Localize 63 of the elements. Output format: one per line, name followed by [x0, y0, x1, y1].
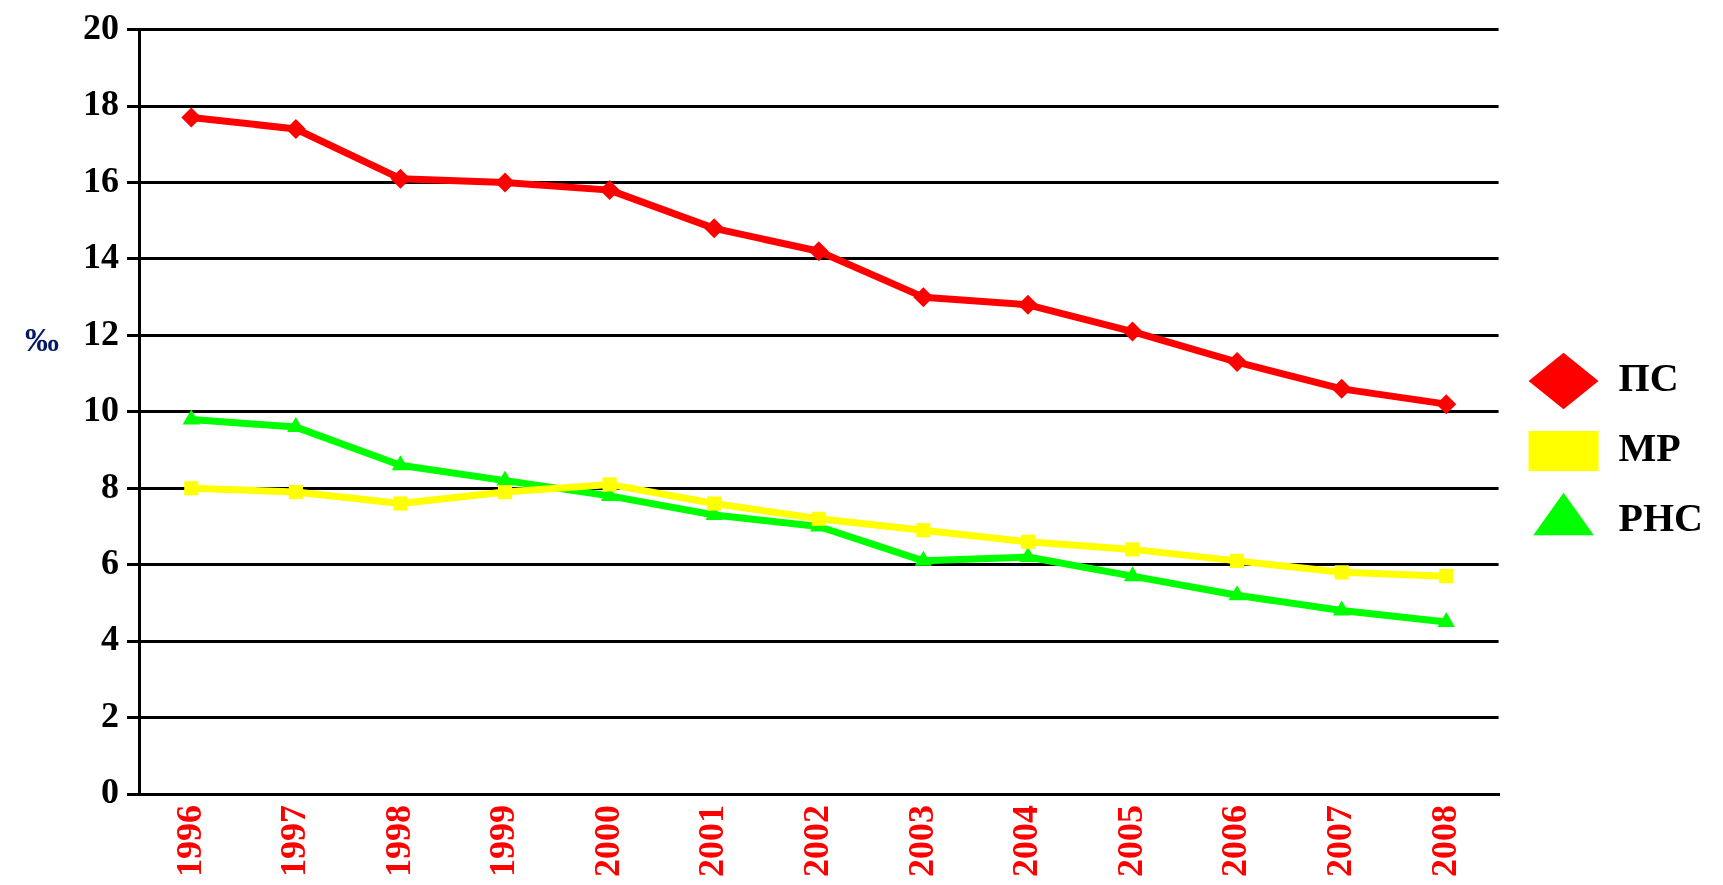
point: [1017, 294, 1038, 315]
y-tick-label: 0: [101, 771, 119, 812]
x-tick-label: 2002: [796, 805, 837, 877]
x-tick-label: 2008: [1423, 805, 1464, 877]
point: [916, 523, 931, 538]
point: [808, 241, 829, 262]
x-tick-label: 2006: [1214, 805, 1255, 877]
x-tick-label: 2001: [691, 805, 732, 877]
point: [1439, 569, 1454, 584]
y-tick-label: 14: [83, 236, 119, 277]
y-tick-label: 12: [83, 312, 119, 353]
y-tick-label: 2: [101, 694, 119, 735]
point: [914, 550, 933, 566]
point: [1123, 566, 1142, 582]
point: [393, 496, 408, 511]
point: [184, 481, 199, 496]
y-tick-label: 20: [83, 6, 119, 47]
point: [285, 118, 306, 139]
point: [1019, 547, 1037, 563]
x-tick-label: 2007: [1318, 805, 1359, 877]
legend-label: РНС: [1618, 495, 1703, 541]
point: [181, 107, 202, 128]
point: [1125, 542, 1140, 557]
legend-label: МР: [1618, 425, 1681, 471]
point: [1333, 600, 1351, 616]
legend-label: ПС: [1618, 355, 1679, 401]
point: [1228, 585, 1246, 601]
point: [288, 484, 303, 500]
point: [599, 180, 620, 201]
y-tick-label: 8: [101, 465, 119, 506]
y-tick-label: 4: [101, 618, 119, 659]
point: [495, 172, 516, 193]
point: [707, 496, 722, 511]
y-tick-label: 18: [83, 83, 119, 124]
point: [1334, 565, 1349, 580]
point: [391, 455, 410, 471]
point: [1230, 553, 1245, 568]
point: [390, 168, 411, 189]
x-tick-label: 2005: [1109, 805, 1150, 877]
x-tick-label: 2004: [1005, 805, 1046, 877]
x-tick-label: 1997: [273, 805, 314, 877]
point: [497, 484, 513, 500]
point: [811, 511, 826, 526]
point: [1020, 534, 1036, 549]
x-tick-label: 1996: [168, 805, 209, 877]
y-tick-label: 10: [83, 389, 119, 430]
point: [1331, 378, 1352, 399]
y-axis-title: ‰: [25, 320, 59, 358]
x-tick-label: 1999: [482, 805, 523, 877]
point: [1437, 612, 1455, 628]
point: [1436, 394, 1457, 415]
y-tick-label: 16: [83, 159, 119, 200]
x-tick-label: 2003: [900, 805, 941, 877]
point: [1227, 352, 1248, 373]
x-tick-label: 2000: [586, 805, 627, 877]
point: [1122, 321, 1143, 342]
point: [913, 287, 934, 308]
point: [704, 218, 725, 239]
point: [182, 409, 200, 425]
y-tick-label: 6: [101, 541, 119, 582]
x-tick-label: 1998: [377, 805, 418, 877]
point: [602, 477, 617, 492]
point: [496, 470, 514, 486]
